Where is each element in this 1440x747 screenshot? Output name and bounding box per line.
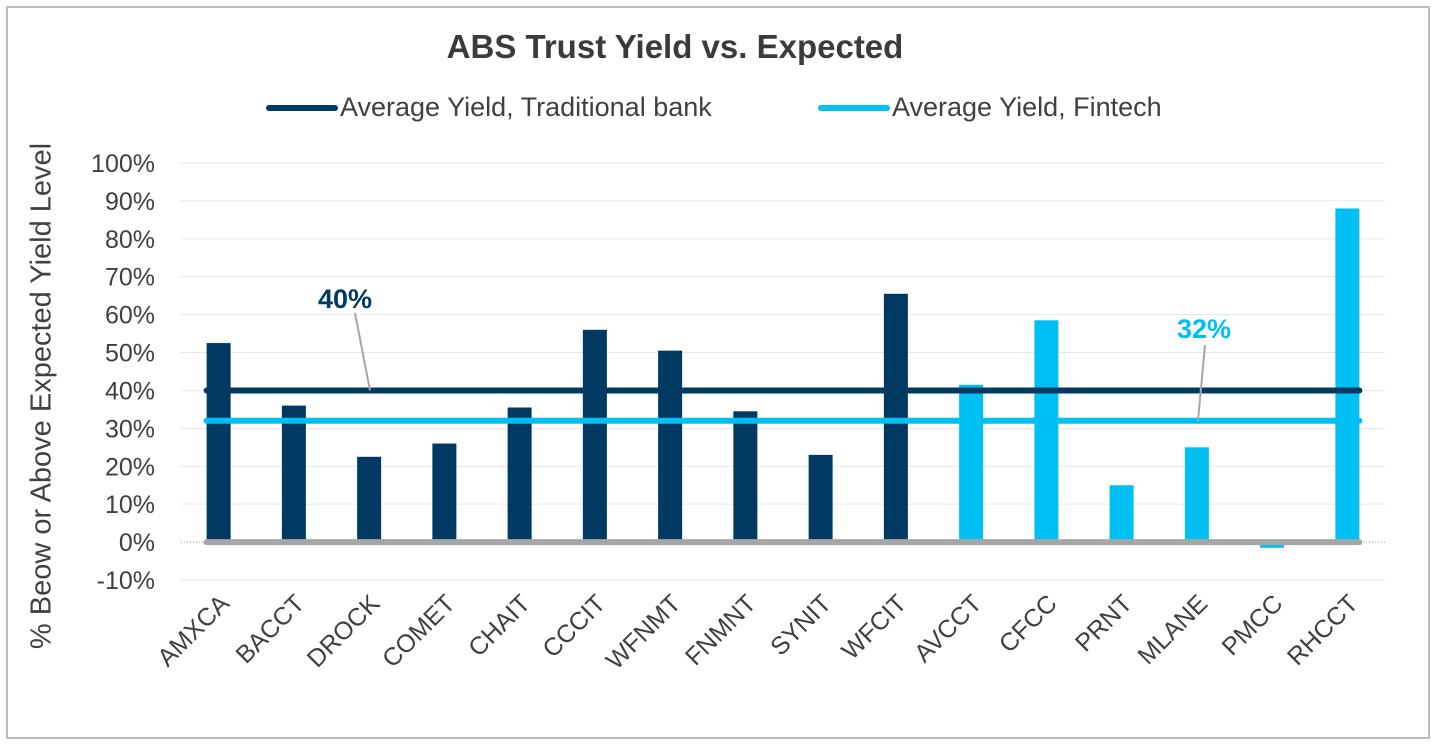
chart-title: ABS Trust Yield vs. Expected	[446, 28, 904, 65]
legend-label-fintech: Average Yield, Fintech	[892, 92, 1162, 122]
annotation-leader-fintech	[1197, 344, 1206, 421]
legend-swatch-traditional	[266, 104, 338, 111]
bar-rhcct	[1335, 208, 1360, 543]
chart-frame	[6, 6, 1430, 739]
bar-avcct	[959, 384, 984, 543]
x-tick-label: COMET	[377, 589, 461, 673]
x-tick-label: WFCIT	[836, 589, 912, 665]
bar-cfcc	[1034, 320, 1059, 543]
y-tick-label: 50%	[105, 340, 155, 368]
y-tick-label: 40%	[105, 377, 155, 405]
x-tick-label: PRNT	[1070, 589, 1138, 657]
x-tick-label: CHAIT	[463, 589, 536, 662]
x-tick-label: DROCK	[302, 589, 386, 673]
y-tick-label: 30%	[105, 415, 155, 443]
y-tick-label: 90%	[105, 188, 155, 216]
legend-item-fintech: Average Yield, Fintech	[818, 92, 1162, 123]
bar-wfnmt	[658, 350, 683, 543]
legend-swatch-fintech	[818, 104, 890, 111]
x-tick-label: MLANE	[1132, 589, 1213, 670]
bar-synit	[808, 454, 833, 543]
annotation-label-traditional: 40%	[318, 284, 372, 314]
x-tick-label: SYNIT	[765, 589, 837, 661]
x-tick-label: BACCT	[230, 589, 310, 669]
bar-amxca	[206, 343, 231, 543]
bar-prnt	[1109, 485, 1134, 543]
y-tick-label: 80%	[105, 226, 155, 254]
bar-chait	[507, 407, 532, 543]
x-tick-label: AMXCA	[152, 589, 235, 672]
bar-mlane	[1184, 447, 1209, 543]
y-tick-label: 100%	[91, 150, 155, 178]
x-tick-label: AVCCT	[909, 589, 987, 667]
annotation-leader-traditional	[354, 312, 371, 391]
y-tick-label: 0%	[119, 529, 155, 557]
y-tick-label: 60%	[105, 302, 155, 330]
y-tick-label: 10%	[105, 491, 155, 519]
y-tick-label: 20%	[105, 453, 155, 481]
x-tick-label: CFCC	[994, 589, 1063, 658]
bar-drock	[357, 456, 382, 543]
x-tick-label: RHCCT	[1282, 589, 1364, 671]
annotation-label-fintech: 32%	[1177, 314, 1231, 344]
y-tick-label: -10%	[97, 567, 155, 595]
x-tick-label: CCCIT	[537, 589, 611, 663]
bar-fnmnt	[733, 411, 758, 543]
bar-bacct	[281, 405, 306, 543]
bar-comet	[432, 443, 457, 543]
x-tick-label: PMCC	[1217, 589, 1289, 661]
legend: Average Yield, Traditional bank Average …	[0, 92, 1440, 128]
bar-cccit	[582, 329, 607, 543]
x-tick-label: WFNMT	[601, 589, 687, 675]
legend-item-traditional: Average Yield, Traditional bank	[266, 92, 712, 123]
legend-label-traditional: Average Yield, Traditional bank	[340, 92, 712, 122]
x-tick-label: FNMNT	[680, 589, 762, 671]
y-tick-label: 70%	[105, 264, 155, 292]
